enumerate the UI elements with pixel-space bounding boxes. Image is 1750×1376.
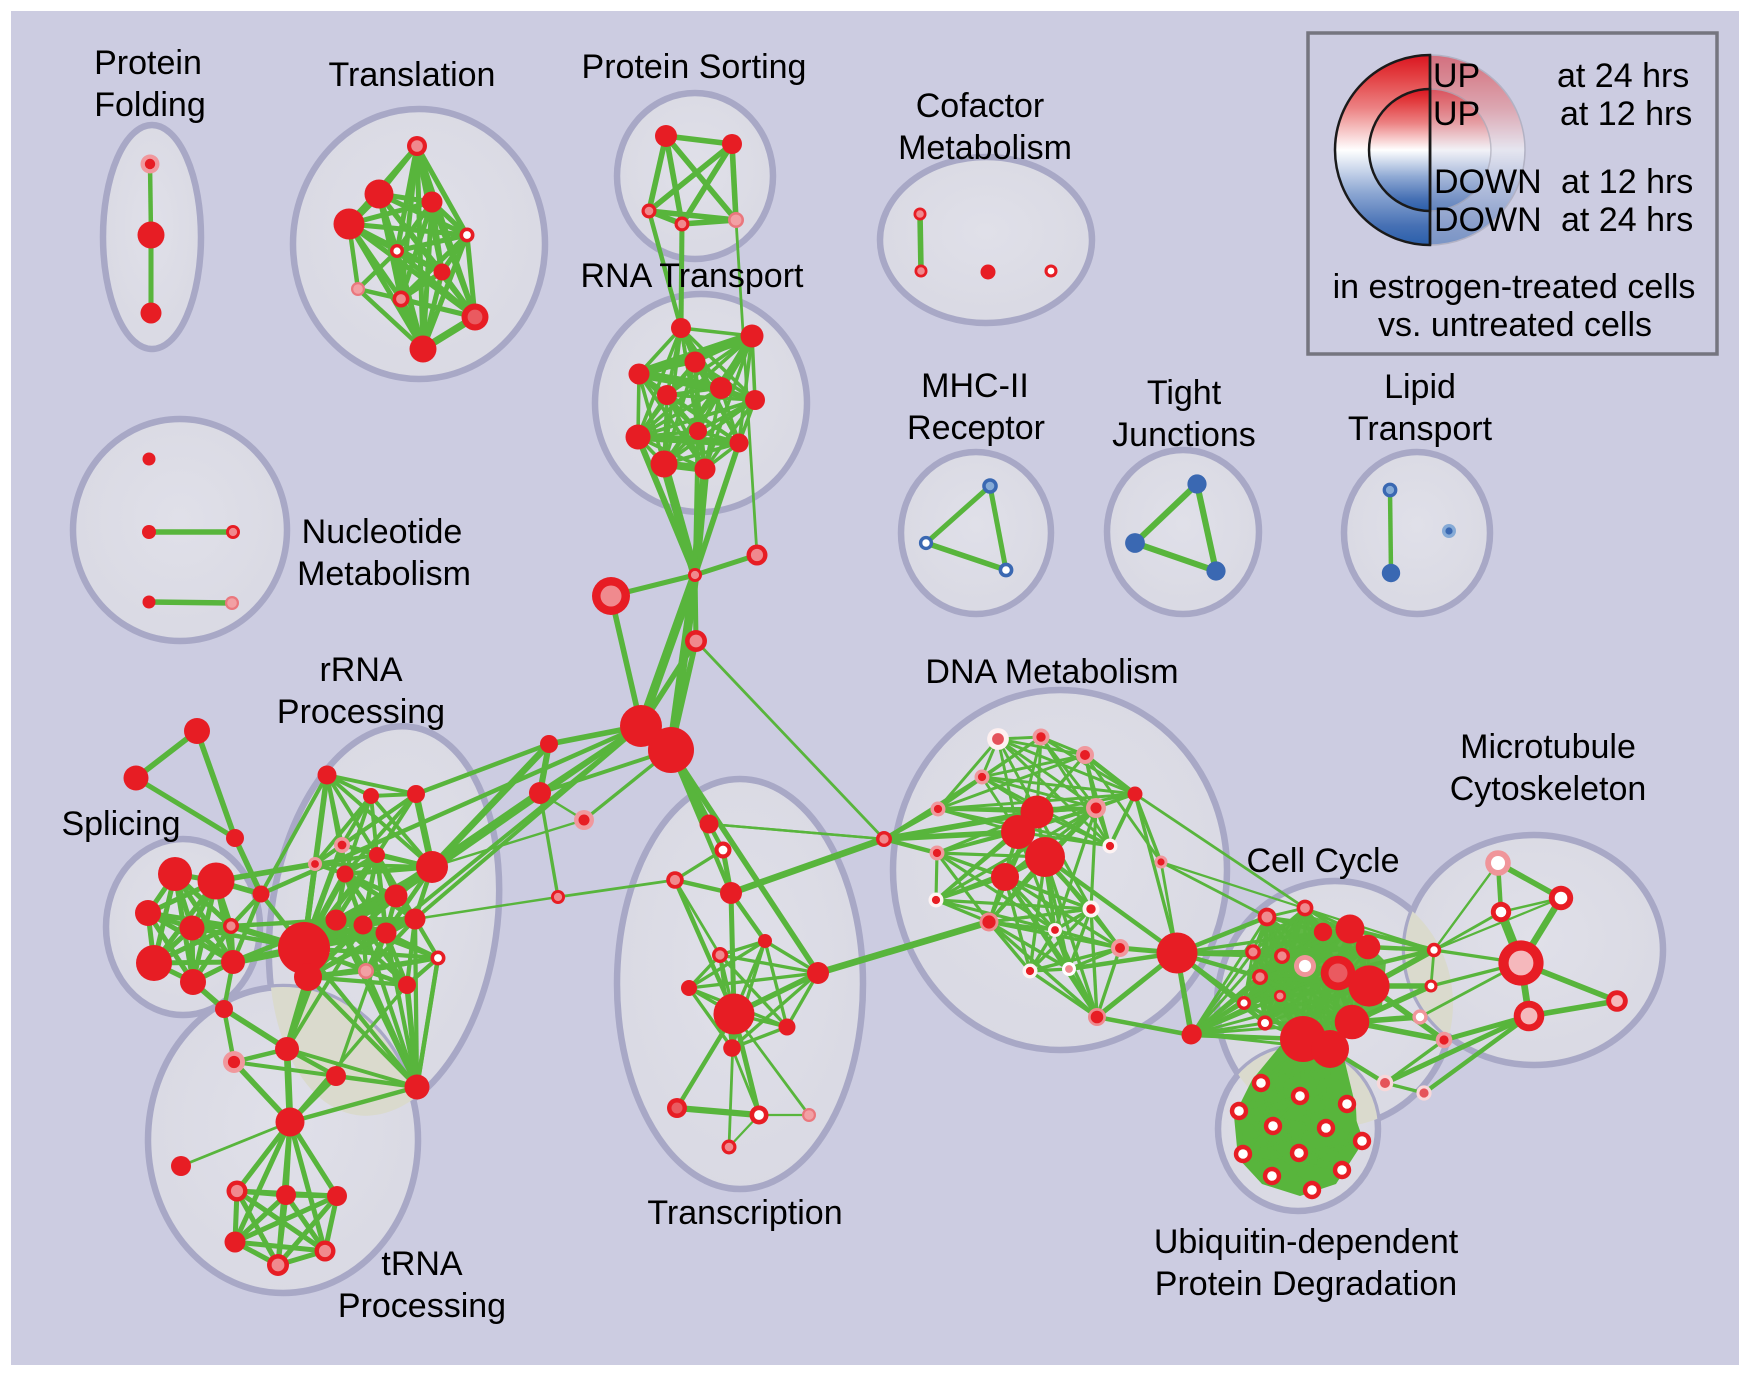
svg-text:in estrogen-treated cells: in estrogen-treated cells (1333, 268, 1696, 306)
svg-text:Transport: Transport (1348, 410, 1493, 448)
svg-text:Protein Degradation: Protein Degradation (1155, 1265, 1457, 1303)
svg-text:Cofactor: Cofactor (916, 87, 1045, 125)
svg-text:rRNA: rRNA (319, 651, 402, 689)
svg-text:tRNA: tRNA (381, 1245, 463, 1283)
svg-text:DOWN: DOWN (1434, 163, 1542, 201)
svg-text:UP: UP (1433, 95, 1480, 133)
svg-text:vs. untreated cells: vs. untreated cells (1378, 306, 1652, 344)
svg-text:Protein: Protein (94, 44, 202, 82)
svg-text:Splicing: Splicing (61, 805, 180, 843)
svg-text:DOWN: DOWN (1434, 201, 1542, 239)
svg-text:DNA Metabolism: DNA Metabolism (925, 653, 1178, 691)
svg-text:Protein Sorting: Protein Sorting (582, 48, 807, 86)
svg-text:at 12 hrs: at 12 hrs (1560, 95, 1692, 133)
svg-text:at 24 hrs: at 24 hrs (1557, 57, 1689, 95)
svg-text:Transcription: Transcription (647, 1194, 842, 1232)
svg-text:Translation: Translation (329, 56, 496, 94)
svg-text:MHC-II: MHC-II (921, 367, 1029, 405)
svg-text:Metabolism: Metabolism (297, 555, 471, 593)
svg-text:Ubiquitin-dependent: Ubiquitin-dependent (1154, 1223, 1459, 1261)
svg-text:Nucleotide: Nucleotide (302, 513, 463, 551)
svg-text:Processing: Processing (277, 693, 445, 731)
svg-text:Receptor: Receptor (907, 409, 1045, 447)
svg-text:Lipid: Lipid (1384, 368, 1456, 406)
svg-text:RNA Transport: RNA Transport (581, 257, 805, 295)
svg-text:at 24 hrs: at 24 hrs (1561, 201, 1693, 239)
svg-text:Processing: Processing (338, 1287, 506, 1325)
svg-text:Metabolism: Metabolism (898, 129, 1072, 167)
svg-text:Cytoskeleton: Cytoskeleton (1450, 770, 1647, 808)
svg-text:at 12 hrs: at 12 hrs (1561, 163, 1693, 201)
svg-text:UP: UP (1433, 57, 1480, 95)
svg-text:Folding: Folding (94, 86, 206, 124)
svg-text:Junctions: Junctions (1112, 416, 1256, 454)
svg-text:Tight: Tight (1147, 374, 1222, 412)
svg-text:Cell Cycle: Cell Cycle (1246, 842, 1399, 880)
svg-text:Microtubule: Microtubule (1460, 728, 1636, 766)
